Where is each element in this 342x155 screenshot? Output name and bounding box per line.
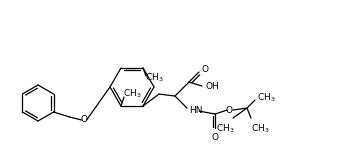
- Text: O: O: [80, 115, 87, 124]
- Text: CH$_3$: CH$_3$: [123, 88, 142, 100]
- Text: O: O: [201, 64, 208, 74]
- Text: CH$_3$: CH$_3$: [145, 72, 163, 84]
- Text: CH$_3$: CH$_3$: [216, 122, 234, 135]
- Text: O: O: [211, 133, 219, 142]
- Text: CH$_3$: CH$_3$: [251, 122, 269, 135]
- Text: O: O: [225, 106, 233, 115]
- Text: OH: OH: [206, 82, 220, 91]
- Text: CH$_3$: CH$_3$: [257, 92, 276, 104]
- Text: HN: HN: [189, 106, 202, 115]
